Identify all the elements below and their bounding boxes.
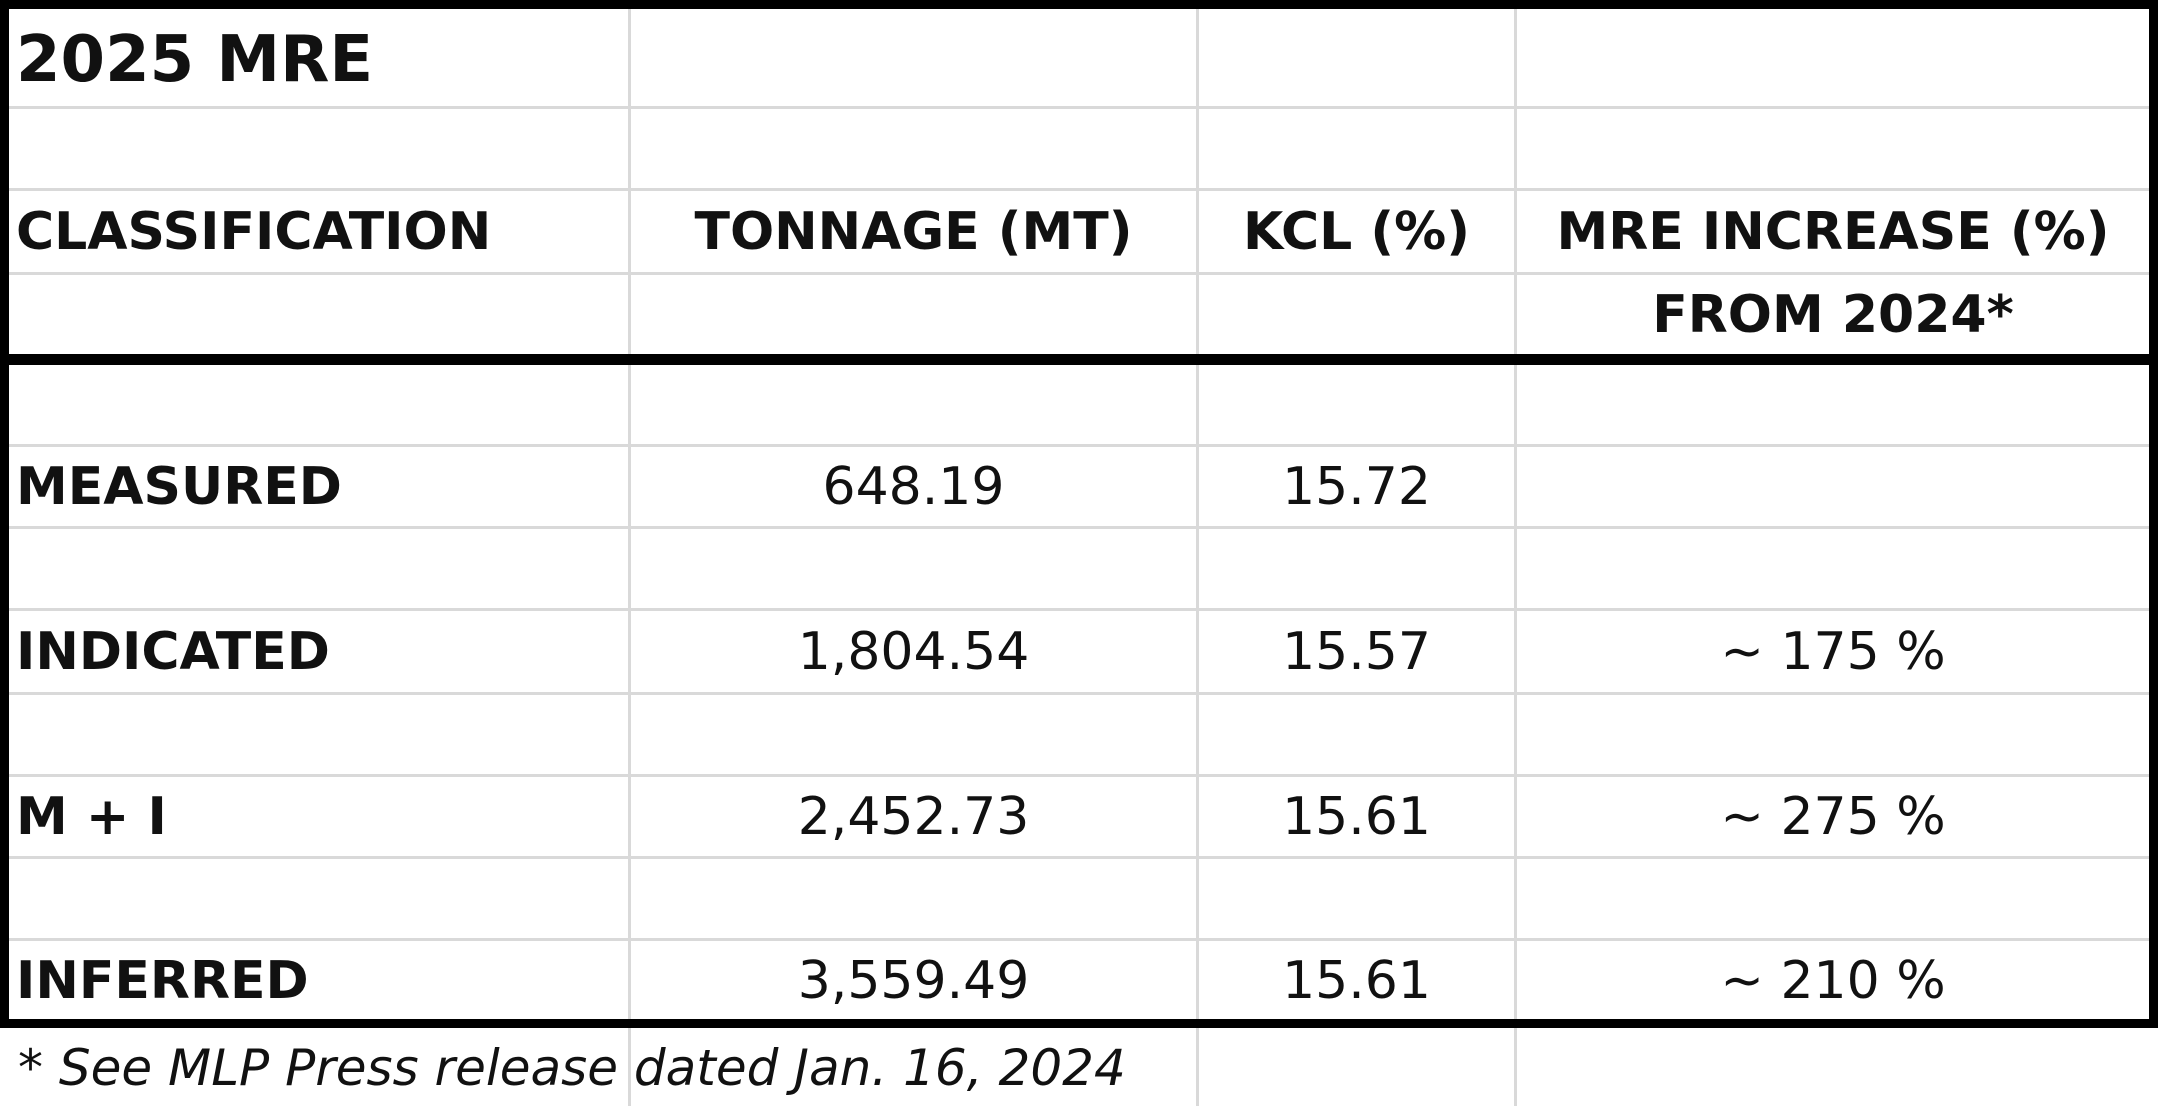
grid-line [0, 106, 2158, 109]
row-tonnage: 2,452.73 [797, 787, 1030, 847]
row-tonnage: 1,804.54 [797, 622, 1030, 682]
row-increase: ~ 175 % [1720, 622, 1946, 682]
table-border-top [0, 0, 2158, 9]
table-border-right [2149, 0, 2158, 1028]
grid-line [1196, 0, 1199, 1106]
row-increase: ~ 210 % [1720, 951, 1946, 1011]
header-kcl: KCL (%) [1243, 202, 1470, 262]
table-title: 2025 MRE [16, 23, 374, 97]
grid-line [0, 444, 2158, 447]
row-classification: INDICATED [16, 622, 330, 682]
row-kcl: 15.57 [1282, 622, 1431, 682]
grid-line [0, 608, 2158, 611]
grid-line [0, 188, 2158, 191]
row-classification: M + I [16, 787, 167, 847]
table-border-bottom [0, 1019, 2158, 1028]
row-kcl: 15.61 [1282, 787, 1431, 847]
header-increase: MRE INCREASE (%) [1556, 202, 2110, 262]
row-tonnage: 3,559.49 [797, 951, 1030, 1011]
grid-line [0, 692, 2158, 695]
footnote: * See MLP Press release dated Jan. 16, 2… [18, 1039, 1126, 1097]
grid-line [0, 272, 2158, 275]
table-border-left [0, 0, 9, 1028]
row-kcl: 15.61 [1282, 951, 1431, 1011]
row-increase [1517, 448, 2149, 526]
header-divider [0, 354, 2158, 365]
header-tonnage: TONNAGE (MT) [694, 202, 1133, 262]
grid-line [628, 0, 631, 1106]
row-classification: MEASURED [16, 457, 342, 517]
row-kcl: 15.72 [1282, 457, 1431, 517]
header-classification: CLASSIFICATION [16, 202, 492, 262]
row-classification: INFERRED [16, 951, 309, 1011]
header-increase-sub: FROM 2024* [1652, 285, 2014, 345]
grid-line [0, 774, 2158, 777]
row-tonnage: 648.19 [822, 457, 1005, 517]
grid-line [0, 526, 2158, 529]
grid-line [0, 938, 2158, 941]
grid-line [1514, 0, 1517, 1106]
row-increase: ~ 275 % [1720, 787, 1946, 847]
grid-line [0, 856, 2158, 859]
